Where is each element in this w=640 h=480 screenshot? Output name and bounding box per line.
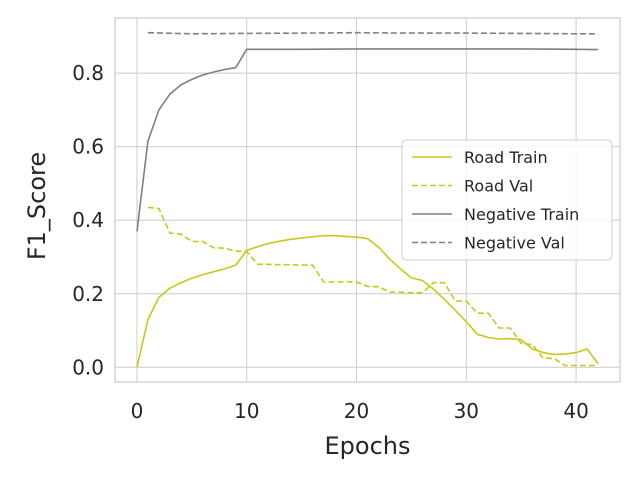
y-tick-label: 0.0 xyxy=(72,355,104,379)
y-axis-label: F1_Score xyxy=(23,152,51,260)
y-tick-label: 0.6 xyxy=(72,135,104,159)
grid xyxy=(115,18,620,382)
x-tick-label: 40 xyxy=(563,399,588,423)
x-tick-label: 10 xyxy=(234,399,259,423)
series-line-negative-train xyxy=(136,48,599,232)
tick-labels: 0 10 20 30 40 0.0 0.2 0.4 0.6 0.8 xyxy=(72,61,589,423)
series-line-road-train xyxy=(136,234,599,368)
x-tick-label: 30 xyxy=(454,399,479,423)
legend-label: Negative Train xyxy=(464,205,579,224)
y-tick-label: 0.4 xyxy=(72,208,104,232)
x-tick-label: 20 xyxy=(344,399,369,423)
y-tick-label: 0.2 xyxy=(72,282,104,306)
series-line-road-val xyxy=(147,206,598,367)
plot-frame xyxy=(114,17,621,383)
legend-frame xyxy=(401,139,613,261)
legend-label: Road Val xyxy=(464,177,533,196)
x-axis-label: Epochs xyxy=(325,432,411,460)
legend-label: Negative Val xyxy=(464,234,565,253)
series-lines xyxy=(136,31,599,368)
series-line-negative-val xyxy=(147,31,598,35)
x-tick-label: 0 xyxy=(131,399,144,423)
y-tick-label: 0.8 xyxy=(72,61,104,85)
legend: Road Train Road Val Negative Train Negative… xyxy=(401,139,613,261)
legend-label: Road Train xyxy=(464,148,548,167)
